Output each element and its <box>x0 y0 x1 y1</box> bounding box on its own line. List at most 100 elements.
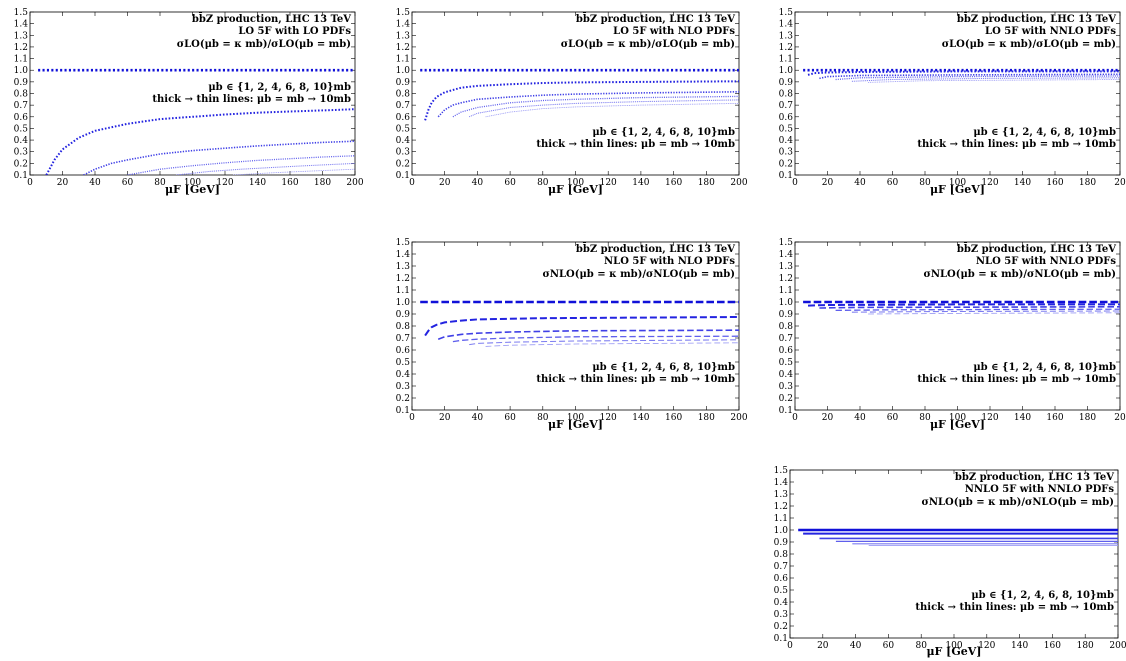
y-tick-label: 0.6 <box>779 346 794 356</box>
y-tick-label: 0.7 <box>14 101 29 111</box>
chart-formula: σNLO(μb = κ mb)/σNLO(μb = mb) <box>542 269 735 280</box>
series-line-2 <box>424 80 739 121</box>
y-tick-label: 0.1 <box>774 634 788 644</box>
x-tick-label: 0 <box>27 178 33 188</box>
y-tick-label: 0.8 <box>396 90 411 100</box>
x-tick-label: 0 <box>409 178 415 188</box>
y-tick-label: 0.2 <box>396 394 410 404</box>
x-tick-label: 60 <box>504 413 516 423</box>
y-tick-label: 1.4 <box>779 250 794 260</box>
x-axis-label: μF [GeV] <box>926 645 981 658</box>
x-tick-label: 60 <box>883 641 895 651</box>
chart-panel-3: 0.10.20.30.40.50.60.70.80.91.01.11.21.31… <box>779 8 1126 196</box>
x-tick-label: 20 <box>817 641 829 651</box>
y-tick-label: 1.2 <box>14 43 28 53</box>
series-line-6 <box>868 79 1120 83</box>
y-tick-label: 0.8 <box>779 322 794 332</box>
x-tick-label: 120 <box>981 178 998 188</box>
legend-line-1: μb ∈ {1, 2, 4, 6, 8, 10}mb <box>973 362 1116 373</box>
y-tick-label: 1.1 <box>779 286 793 296</box>
y-tick-label: 0.5 <box>779 124 794 134</box>
series-line-5 <box>469 339 739 346</box>
x-tick-label: 20 <box>1114 413 1126 423</box>
y-tick-label: 1.0 <box>14 66 29 76</box>
x-tick-label: 40 <box>854 178 866 188</box>
y-tick-label: 1.2 <box>774 502 788 512</box>
series-line-3 <box>437 329 739 340</box>
x-tick-label: 0 <box>792 178 798 188</box>
x-tick-label: 160 <box>665 178 682 188</box>
x-tick-label: 180 <box>1079 178 1096 188</box>
legend-line-2: thick → thin lines: μb = mb → 10mb <box>536 139 735 150</box>
y-tick-label: 0.9 <box>774 538 789 548</box>
x-tick-label: 0 <box>409 413 415 423</box>
y-tick-label: 1.4 <box>396 250 411 260</box>
x-tick-label: 40 <box>472 413 484 423</box>
y-tick-label: 1.5 <box>396 238 411 248</box>
legend-line-2: thick → thin lines: μb = mb → 10mb <box>915 602 1114 613</box>
y-tick-label: 0.7 <box>779 334 794 344</box>
x-tick-label: 200 <box>346 178 363 188</box>
series-line-5 <box>851 310 1120 313</box>
chart-panel-1: 0.10.20.30.40.50.60.70.80.91.01.11.21.31… <box>14 8 364 196</box>
x-tick-label: 140 <box>249 178 266 188</box>
series-line-4 <box>127 155 355 175</box>
series-line-5 <box>851 77 1120 82</box>
x-axis-label: μF [GeV] <box>165 183 220 196</box>
y-tick-label: 0.4 <box>779 136 794 146</box>
x-tick-label: 40 <box>850 641 862 651</box>
y-tick-label: 0.2 <box>396 159 410 169</box>
y-tick-label: 0.3 <box>774 610 789 620</box>
y-tick-label: 0.9 <box>396 310 411 320</box>
y-tick-label: 1.3 <box>779 262 794 272</box>
x-tick-label: 120 <box>216 178 233 188</box>
x-tick-label: 120 <box>981 413 998 423</box>
y-tick-label: 1.3 <box>14 31 29 41</box>
chart-subtitle: NLO 5F with NNLO PDFs <box>976 256 1116 267</box>
y-tick-label: 0.1 <box>779 171 793 181</box>
series-line-4 <box>452 335 739 343</box>
y-tick-label: 1.2 <box>779 43 793 53</box>
x-tick-label: 140 <box>1014 413 1031 423</box>
x-tick-label: 140 <box>632 413 649 423</box>
chart-title: bb̄Z production, LHC 13 TeV <box>576 243 735 255</box>
x-tick-label: 20 <box>439 178 451 188</box>
x-tick-label: 80 <box>919 178 931 188</box>
chart-subtitle: LO 5F with LO PDFs <box>238 26 351 37</box>
x-tick-label: 140 <box>1011 641 1028 651</box>
y-tick-label: 0.2 <box>779 394 793 404</box>
y-tick-label: 1.0 <box>396 298 411 308</box>
y-tick-label: 0.3 <box>779 148 794 158</box>
y-tick-label: 0.1 <box>396 171 410 181</box>
y-tick-label: 0.8 <box>14 90 29 100</box>
x-tick-label: 120 <box>600 413 617 423</box>
y-tick-label: 1.0 <box>774 526 789 536</box>
series-line-6 <box>485 102 739 118</box>
x-tick-label: 160 <box>1044 641 1061 651</box>
y-tick-label: 0.3 <box>396 382 411 392</box>
y-tick-label: 0.9 <box>779 78 794 88</box>
y-tick-label: 1.4 <box>14 20 29 30</box>
x-tick-label: 200 <box>730 178 747 188</box>
x-tick-label: 100 <box>567 178 584 188</box>
x-tick-label: 180 <box>314 178 331 188</box>
chart-panel-2: 0.10.20.30.40.50.60.70.80.91.01.11.21.31… <box>396 8 748 196</box>
chart-formula: σLO(μb = κ mb)/σLO(μb = mb) <box>942 39 1116 50</box>
y-tick-label: 0.9 <box>779 310 794 320</box>
legend-line-2: thick → thin lines: μb = mb → 10mb <box>917 374 1116 385</box>
y-tick-label: 1.5 <box>774 466 789 476</box>
y-tick-label: 0.6 <box>396 113 411 123</box>
y-tick-label: 1.2 <box>396 274 410 284</box>
x-tick-label: 100 <box>184 178 201 188</box>
x-tick-label: 20 <box>1114 178 1126 188</box>
y-tick-label: 1.1 <box>779 55 793 65</box>
y-tick-label: 0.6 <box>14 113 29 123</box>
y-tick-label: 1.5 <box>396 8 411 18</box>
x-tick-label: 80 <box>537 178 549 188</box>
x-tick-label: 80 <box>537 413 549 423</box>
series-line-4 <box>835 75 1120 81</box>
series-line-4 <box>835 308 1120 312</box>
chart-title: bb̄Z production, LHC 13 TeV <box>955 471 1114 483</box>
y-tick-label: 1.1 <box>14 55 28 65</box>
x-tick-label: 120 <box>978 641 995 651</box>
